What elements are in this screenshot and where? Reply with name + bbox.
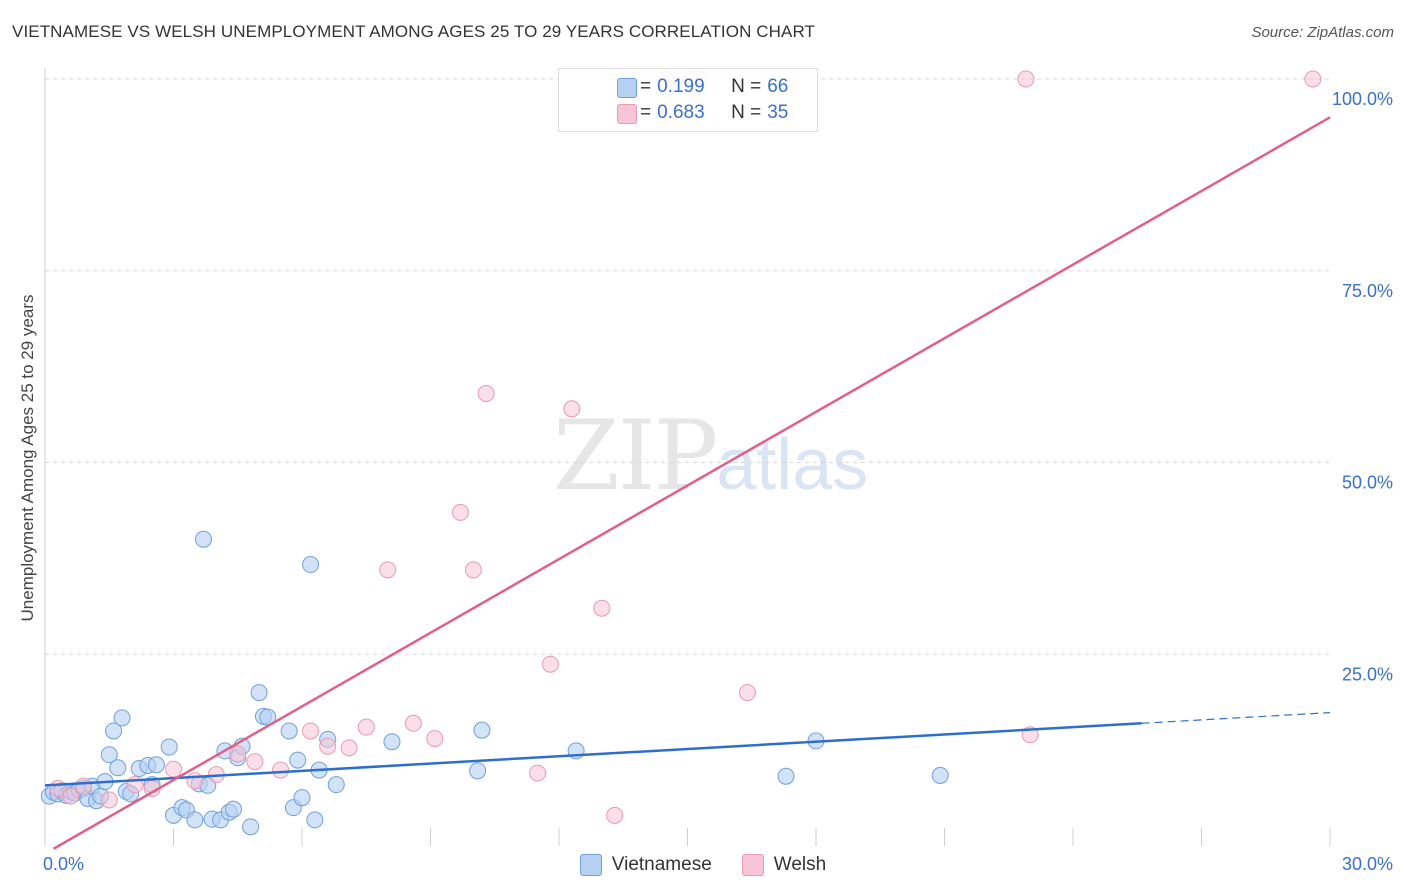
welsh-point [404,714,422,732]
vietnamese-point [105,722,123,740]
vietnamese-point [777,767,795,785]
vietnamese-point [302,556,320,574]
welsh-point [1304,70,1322,88]
vietnamese-point [113,709,131,727]
vietnamese-point [147,756,165,774]
watermark: ZIPatlas [553,400,868,512]
vietnamese-point [194,530,212,548]
series-legend: Vietnamese Welsh [0,852,1406,878]
vietnamese-point [250,684,268,702]
axes [44,68,1331,846]
y-tick-label: 50.0% [1342,473,1393,493]
welsh-point [340,739,358,757]
welsh-point [1017,70,1035,88]
welsh-point [464,561,482,579]
vietnamese-point [293,789,311,807]
legend-row-welsh: R = 0.683 N = 35 [587,100,794,126]
legend-label-vietnamese: Vietnamese [611,854,712,875]
vietnamese-point [160,738,178,756]
welsh-point [272,761,290,779]
vietnamese-point [383,733,401,751]
watermark-atlas: atlas [716,425,869,505]
welsh-point [165,760,182,778]
welsh-point [477,384,495,402]
welsh-point [541,655,559,673]
welsh-points [49,70,1322,824]
vietnamese-point [473,721,491,739]
vietnamese-points [40,530,949,836]
legend-r-vietnamese: 0.199 [657,76,705,97]
vietnamese-point [100,746,118,764]
welsh-point [319,737,337,755]
vietnamese-point [306,811,324,829]
legend-row-vietnamese: R = 0.199 N = 66 [587,74,794,100]
x-tick-label: 0.0% [43,854,84,874]
welsh-point [186,772,204,790]
vietnamese-point [327,776,345,794]
welsh-point [426,730,444,748]
legend-n-vietnamese: 66 [767,76,789,97]
y-axis-label: Unemployment Among Ages 25 to 29 years [18,294,37,622]
vietnamese-point [242,818,260,836]
vietnamese-legend-swatch [579,854,602,876]
welsh-point [246,753,264,771]
welsh-point [529,764,547,782]
trend-lines [44,116,1331,850]
welsh-point [62,787,80,805]
vietnamese-point [289,751,307,769]
legend-n-welsh: 35 [767,102,789,123]
welsh-point [451,503,469,521]
welsh-swatch [617,104,637,124]
x-tick-label: 30.0% [1342,854,1393,874]
y-tick-label: 75.0% [1342,281,1393,301]
vietnamese-point [224,800,242,818]
vietnamese-point [109,759,127,777]
legend-r-welsh: 0.683 [657,102,705,123]
welsh-point [75,777,93,795]
correlation-legend: R = 0.199 N = 66 R = 0.683 N = 35 [558,68,818,132]
vietnamese-trend-extension [1141,712,1331,724]
welsh-point [738,684,756,702]
watermark-zip: ZIP [553,400,718,512]
welsh-point [229,745,247,763]
y-tick-label: 25.0% [1342,664,1393,684]
vietnamese-trend-line [44,722,1142,787]
vietnamese-point [931,766,949,784]
vietnamese-point [186,811,204,829]
vietnamese-swatch [617,78,637,98]
y-tick-label: 100.0% [1332,89,1393,109]
welsh-legend-swatch [741,854,764,876]
welsh-point [379,561,397,579]
legend-n-label: N = [731,76,762,97]
vietnamese-point [280,722,298,740]
welsh-point [606,806,624,824]
welsh-point [563,400,581,418]
grid-lines [45,78,1330,655]
welsh-point [593,599,611,617]
tick-labels: 25.0% 50.0% 75.0% 100.0% 0.0% 30.0% [43,89,1393,874]
welsh-point [302,722,320,740]
legend-n-label: N = [731,102,762,123]
legend-item-welsh: Welsh [741,854,827,876]
legend-label-welsh: Welsh [773,854,827,875]
source-label: Source: ZipAtlas.com [1251,24,1394,41]
legend-item-vietnamese: Vietnamese [579,854,712,876]
vietnamese-point [469,762,487,780]
welsh-point [357,718,375,736]
welsh-trend-line [52,116,1331,850]
chart-title: VIETNAMESE VS WELSH UNEMPLOYMENT AMONG A… [12,22,816,41]
welsh-point [100,791,118,809]
